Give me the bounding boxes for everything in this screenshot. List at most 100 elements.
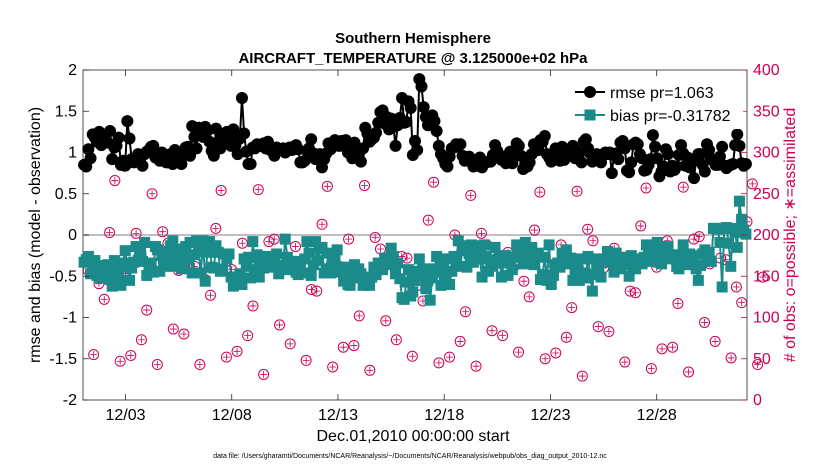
- rmse-point: [210, 122, 223, 135]
- bias-point: [277, 260, 289, 272]
- obs-point: [316, 218, 328, 230]
- bias-point: [169, 260, 181, 272]
- bias-point: [669, 250, 681, 262]
- obs-point: [364, 364, 376, 376]
- bias-point: [136, 255, 148, 267]
- obs-assim-mark: [605, 328, 613, 336]
- obs-assim-mark: [339, 343, 347, 351]
- rmse-point: [670, 160, 683, 173]
- bias-point: [400, 276, 412, 288]
- obs-point: [109, 175, 121, 187]
- obs-point: [746, 178, 758, 190]
- obs-assim-mark: [313, 287, 321, 295]
- bias-point: [325, 267, 337, 279]
- bias-point: [636, 258, 648, 270]
- obs-point: [560, 331, 572, 343]
- bias-point: [258, 262, 270, 274]
- obs-point: [204, 289, 216, 301]
- bias-point: [240, 260, 252, 272]
- bias-point: [545, 279, 557, 290]
- bias-point: [102, 259, 114, 271]
- obs-assim-mark: [90, 351, 98, 359]
- bias-point: [208, 262, 220, 274]
- obs-assim-mark: [169, 325, 177, 333]
- y-tick-left-label: 0: [68, 227, 77, 244]
- bias-point: [355, 268, 367, 280]
- bias-point: [251, 249, 263, 261]
- y-tick-left-label: 0.5: [55, 186, 77, 203]
- y-tick-right-label: 100: [753, 310, 780, 327]
- obs-assim-mark: [446, 353, 454, 361]
- bias-point: [524, 251, 536, 263]
- bias-point: [171, 250, 183, 262]
- bias-point: [480, 250, 492, 262]
- bias-point: [595, 271, 607, 283]
- bias-point: [601, 246, 613, 257]
- obs-point: [730, 281, 742, 293]
- obs-point: [390, 334, 402, 346]
- bias-point: [712, 223, 724, 235]
- obs-point: [571, 185, 583, 197]
- obs-point: [258, 368, 270, 380]
- bias-point: [489, 241, 501, 253]
- bias-point: [582, 250, 594, 262]
- legend-rmse-label: rmse pr=1.063: [610, 85, 714, 102]
- obs-assim-mark: [669, 343, 677, 351]
- obs-point: [677, 181, 689, 193]
- rmse-point: [415, 80, 428, 93]
- bias-point: [474, 253, 486, 265]
- bias-point: [95, 260, 107, 272]
- bias-point: [377, 264, 389, 276]
- obs-point: [125, 349, 137, 361]
- rmse-point: [354, 155, 367, 168]
- y-tick-right-label: 400: [753, 62, 780, 79]
- bias-point: [370, 269, 382, 281]
- bias-point: [621, 259, 633, 271]
- legend: rmse pr=1.063 bias pr=-0.31782: [573, 77, 743, 129]
- rmse-point: [579, 133, 592, 146]
- rmse-point: [623, 166, 636, 179]
- bias-point: [242, 251, 254, 263]
- obs-assim-mark: [695, 233, 703, 241]
- obs-assim-mark: [323, 182, 331, 190]
- obs-point: [667, 341, 679, 353]
- y-tick-right-label: 50: [753, 351, 771, 368]
- obs-point: [146, 188, 158, 200]
- bias-point: [331, 244, 343, 256]
- obs-point: [337, 341, 349, 353]
- obs-point: [603, 326, 615, 338]
- bias-point: [426, 272, 438, 284]
- rmse-point: [244, 158, 257, 171]
- rmse-point: [84, 152, 97, 165]
- obs-assim-mark: [732, 283, 740, 291]
- bias-point: [740, 228, 752, 240]
- obs-assim-mark: [238, 239, 246, 247]
- rmse-point: [649, 140, 662, 153]
- obs-point: [433, 357, 445, 369]
- obs-point: [645, 363, 657, 375]
- bias-point: [444, 279, 456, 290]
- bias-point: [532, 247, 544, 259]
- obs-assim-mark: [435, 359, 443, 367]
- obs-assim-mark: [222, 353, 230, 361]
- bias-point: [720, 222, 732, 234]
- bias-point: [415, 271, 427, 283]
- obs-point: [252, 184, 264, 196]
- bias-point: [692, 274, 704, 286]
- bias-point: [418, 263, 430, 275]
- obs-point: [518, 275, 530, 287]
- bias-point: [210, 240, 222, 252]
- obs-assim-mark: [621, 358, 629, 366]
- bias-point: [565, 252, 577, 264]
- obs-assim-mark: [382, 317, 390, 325]
- bias-point: [651, 236, 663, 248]
- bias-point: [716, 281, 728, 293]
- obs-point: [130, 227, 142, 239]
- y-tick-left-label: -2: [63, 392, 77, 409]
- rmse-point: [121, 115, 134, 128]
- bias-point: [173, 243, 185, 255]
- bias-point: [619, 251, 631, 263]
- bias-point: [201, 246, 213, 258]
- bias-point: [162, 254, 174, 266]
- obs-assim-mark: [631, 289, 639, 297]
